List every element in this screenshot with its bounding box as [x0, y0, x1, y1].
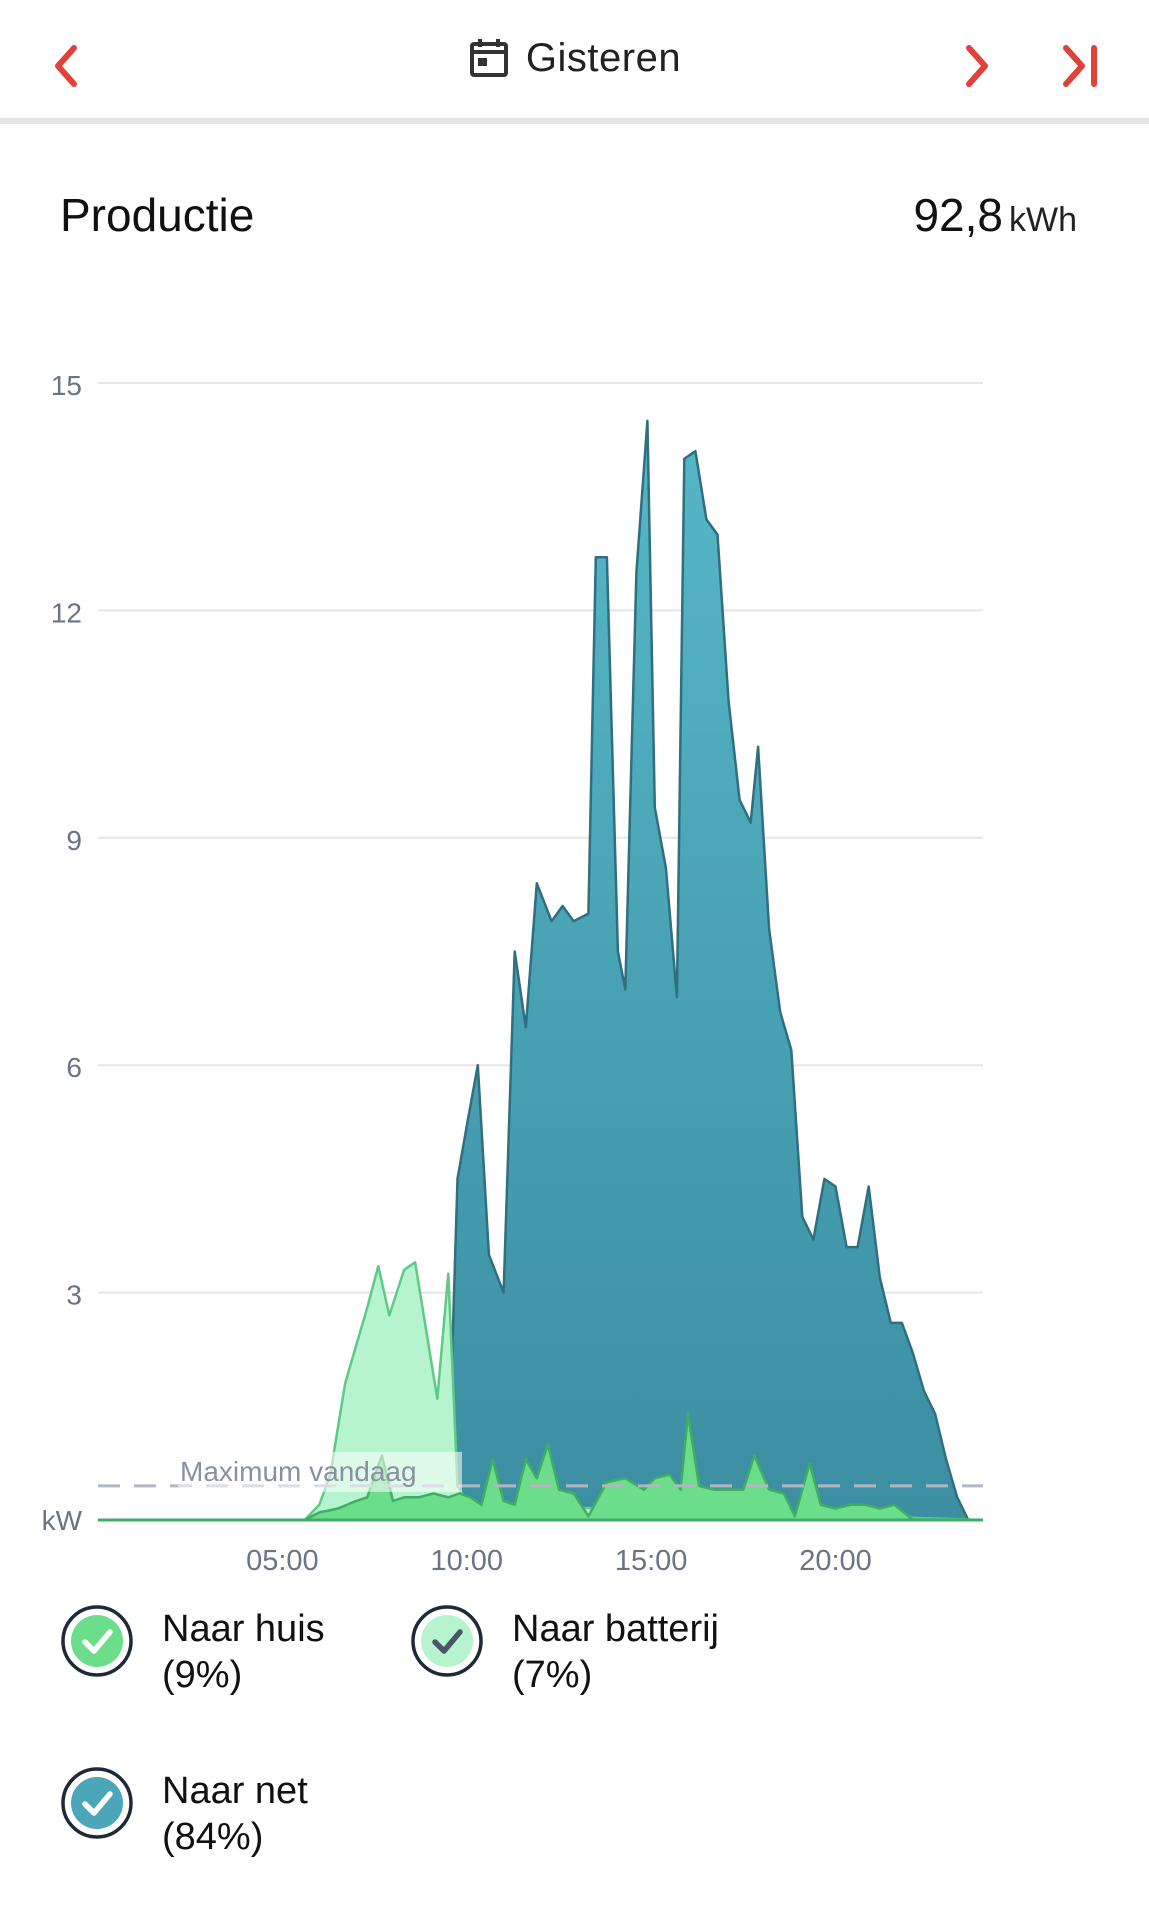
x-tick-label: 20:00	[799, 1545, 872, 1577]
production-total: 92,8 kWh	[913, 188, 1077, 242]
production-unit: kWh	[1009, 201, 1077, 239]
date-title: Gisteren	[525, 35, 682, 80]
chevron-right-icon	[966, 45, 988, 87]
series-naar-huis-line	[98, 1412, 983, 1522]
chevron-left-icon	[55, 45, 77, 87]
x-tick-label: 10:00	[430, 1545, 503, 1577]
legend-percentage: (9%)	[162, 1654, 243, 1696]
production-value: 92,8	[913, 189, 1003, 241]
check-circle-icon	[61, 1767, 133, 1839]
y-tick-label: 15	[51, 370, 82, 401]
x-tick-label: 15:00	[615, 1545, 688, 1577]
y-tick-label: 9	[66, 825, 82, 856]
x-tick-label: 05:00	[246, 1545, 319, 1577]
legend-label: Naar huis	[162, 1608, 325, 1650]
series-naar-net-area	[98, 420, 983, 1520]
next-day-button[interactable]	[935, 24, 1019, 108]
series-naar-net-line	[98, 419, 983, 1522]
check-circle-icon	[411, 1605, 483, 1677]
legend-percentage: (84%)	[162, 1816, 264, 1858]
y-tick-label: 12	[51, 597, 82, 628]
y-axis-unit-label: kW	[42, 1505, 83, 1536]
legend-percentage: (7%)	[512, 1654, 593, 1696]
calendar-icon	[469, 39, 508, 77]
production-label: Productie	[60, 189, 255, 241]
y-tick-label: 6	[66, 1052, 82, 1083]
legend-naar-net[interactable]: Naar net (84%)	[60, 1766, 308, 1860]
production-summary: Productie 92,8 kWh	[60, 188, 1077, 248]
skip-to-today-button[interactable]	[1040, 24, 1124, 108]
previous-day-button[interactable]	[24, 24, 108, 108]
reference-line-label: Maximum vandaag	[180, 1456, 417, 1487]
legend-naar-huis[interactable]: Naar huis (9%)	[60, 1604, 325, 1698]
top-navigation-bar: Gisteren	[0, 0, 1149, 124]
y-tick-label: 3	[66, 1280, 82, 1311]
check-circle-icon	[61, 1605, 133, 1677]
legend-label: Naar net	[162, 1770, 308, 1812]
production-chart: 3 6 9 12 15 kW 05:00 10:00 15:00 20:00 Maximum van…	[42, 370, 984, 1577]
reference-label-background	[178, 1451, 462, 1492]
legend-label: Naar batterij	[512, 1608, 719, 1650]
date-selector[interactable]: Gisteren	[0, 28, 1149, 88]
skip-to-end-icon	[1063, 45, 1097, 87]
legend-naar-batterij[interactable]: Naar batterij (7%)	[410, 1604, 719, 1698]
